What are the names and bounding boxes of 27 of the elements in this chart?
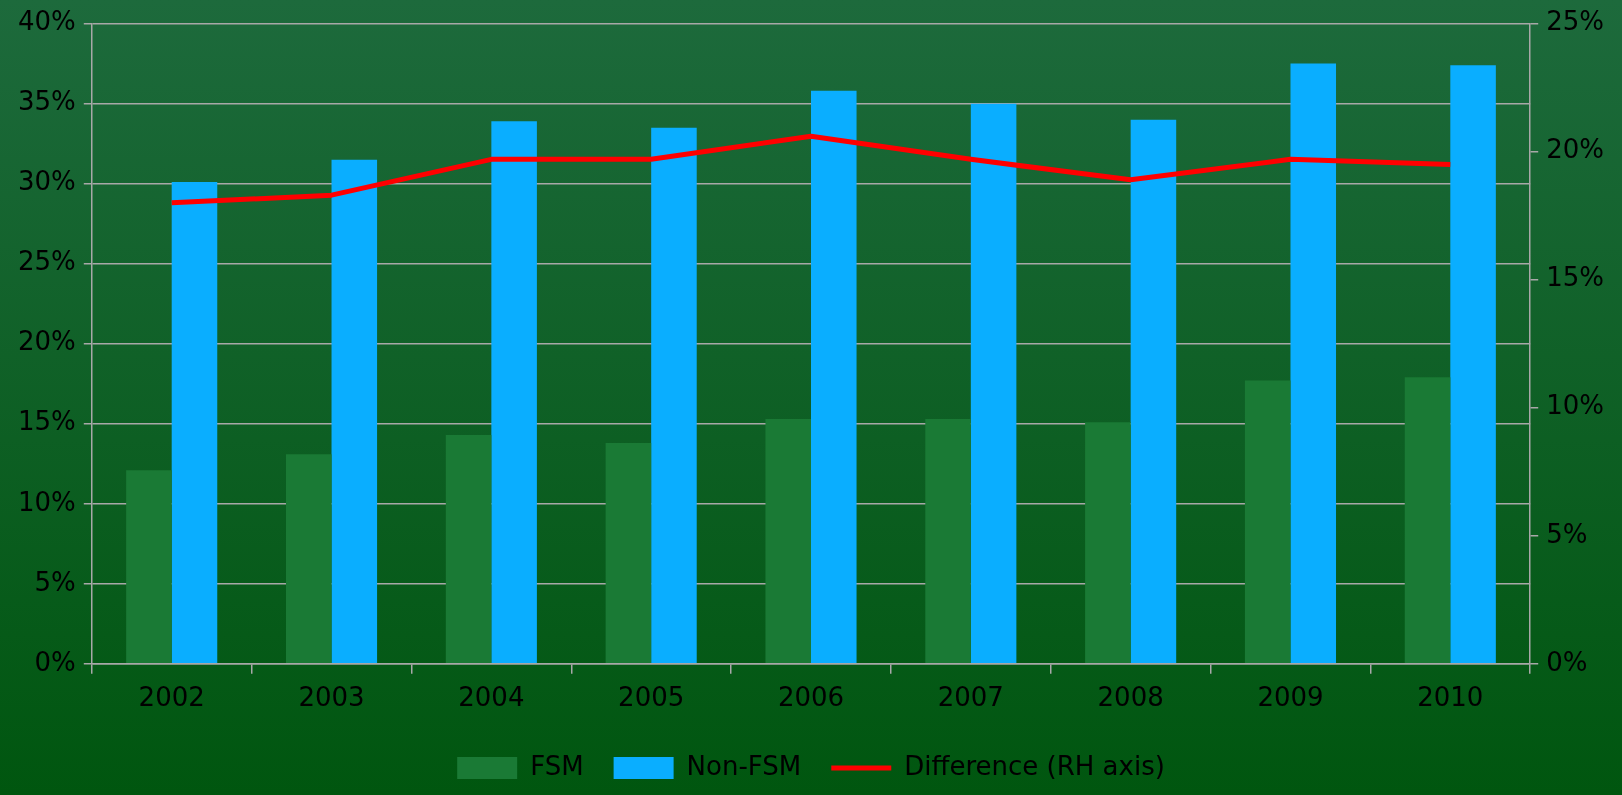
y2-tick-label: 20% — [1546, 134, 1605, 165]
y2-tick-label: 5% — [1546, 518, 1588, 549]
y-tick-label: 40% — [17, 6, 76, 37]
y-tick-label: 20% — [17, 326, 76, 357]
y-tick-label: 15% — [17, 406, 76, 437]
x-tick-label: 2002 — [138, 682, 205, 713]
y2-tick-label: 0% — [1546, 646, 1588, 677]
legend-label: Non-FSM — [686, 750, 802, 781]
y-tick-label: 30% — [17, 166, 76, 197]
y2-tick-label: 15% — [1546, 262, 1605, 293]
x-tick-label: 2006 — [777, 682, 845, 713]
x-tick-label: 2005 — [618, 682, 685, 713]
x-tick-label: 2003 — [298, 682, 365, 713]
y-tick-label: 25% — [17, 246, 76, 277]
legend-label: FSM — [530, 750, 584, 781]
y-tick-label: 0% — [34, 646, 76, 677]
y-tick-label: 5% — [34, 566, 76, 597]
y2-tick-label: 10% — [1546, 390, 1605, 421]
y-tick-label: 35% — [17, 86, 76, 117]
y2-tick-label: 25% — [1546, 6, 1605, 37]
x-tick-label: 2010 — [1417, 682, 1484, 713]
x-tick-label: 2009 — [1257, 682, 1324, 713]
x-tick-label: 2007 — [937, 682, 1004, 713]
x-tick-label: 2004 — [458, 682, 525, 713]
x-tick-label: 2008 — [1097, 682, 1164, 713]
y-tick-label: 10% — [17, 486, 76, 517]
legend-label: Difference (RH axis) — [904, 750, 1165, 781]
